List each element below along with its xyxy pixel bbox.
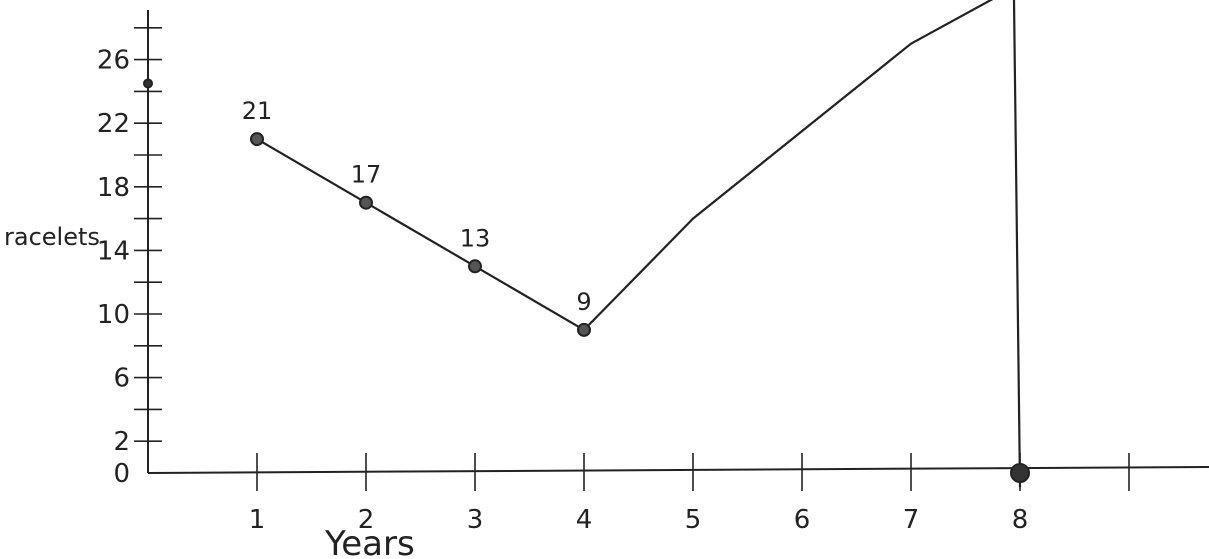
axes	[147, 10, 1209, 474]
y-tick-label: 18	[97, 173, 130, 203]
x-tick-label: 4	[576, 505, 593, 535]
y-tick-label: 14	[97, 236, 130, 266]
x-tick-label: 5	[685, 505, 702, 535]
extra-point	[143, 78, 153, 89]
y-tick-label: 2	[113, 427, 130, 457]
series-lines	[255, 0, 1022, 488]
tick-marks	[134, 26, 1130, 491]
vertical-line	[1012, 0, 1022, 488]
x-tick-label: 7	[903, 505, 920, 535]
series-line-1	[255, 138, 586, 331]
data-label: 9	[576, 288, 591, 316]
data-label: 17	[351, 161, 382, 189]
x-axis-line	[147, 466, 1209, 474]
y-tick-label: 22	[97, 109, 130, 139]
y-tick-label: 10	[97, 300, 130, 330]
x-tick-label: 8	[1012, 505, 1029, 535]
x-tick-label: 2	[358, 505, 375, 535]
y-axis-title: racelets	[4, 223, 100, 251]
y-tick-label: 0	[113, 459, 130, 489]
data-point	[359, 195, 373, 210]
x-axis-title: Years	[324, 524, 415, 559]
y-tick-label: 26	[97, 46, 130, 76]
extra-point	[1010, 463, 1030, 483]
data-label: 21	[242, 97, 273, 125]
x-tick-label: 1	[249, 505, 266, 535]
data-point	[250, 132, 264, 147]
series-line-2	[582, 0, 994, 331]
data-label: 13	[460, 224, 491, 252]
y-tick-label: 6	[113, 364, 130, 394]
data-point	[577, 322, 591, 337]
data-points	[143, 78, 1030, 483]
data-point	[468, 259, 482, 274]
x-tick-label: 3	[467, 505, 484, 535]
x-tick-label: 6	[794, 505, 811, 535]
